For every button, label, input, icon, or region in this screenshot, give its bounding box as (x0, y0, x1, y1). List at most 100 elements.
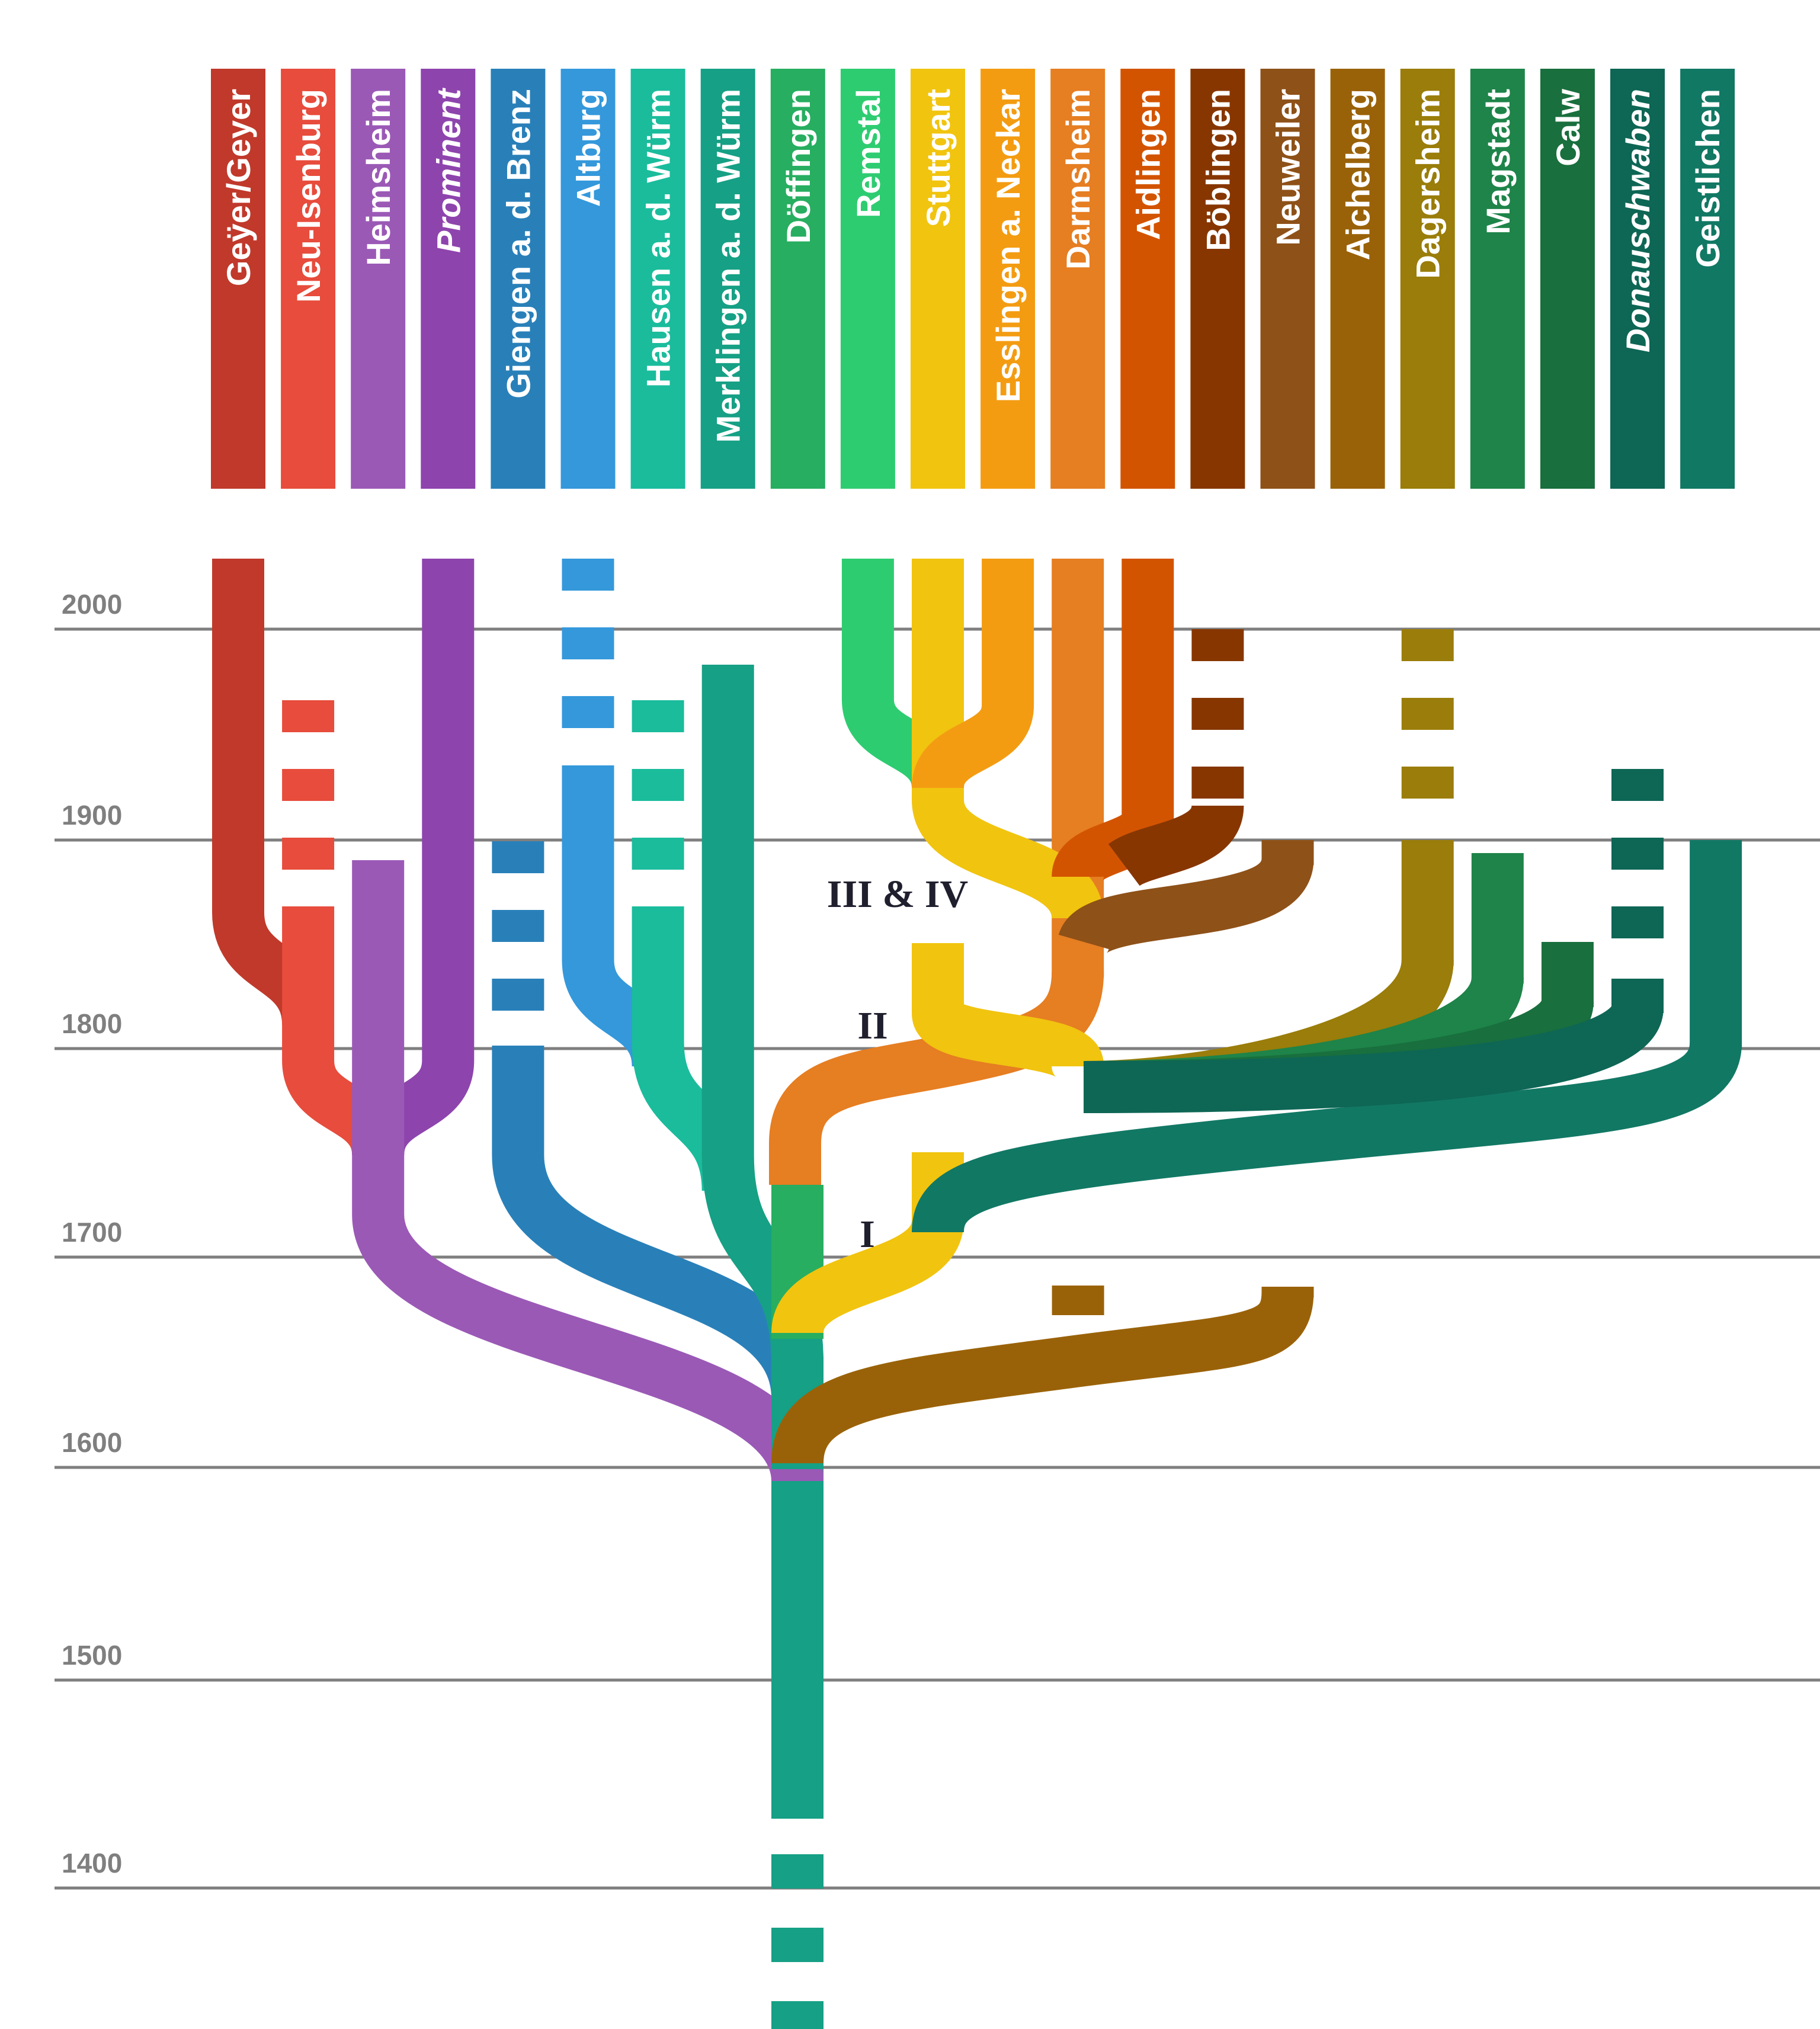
branch-stem (701, 665, 754, 1155)
branch-stem (1108, 803, 1244, 887)
branch-header-bar (421, 69, 476, 489)
branch-header-bar (1330, 69, 1385, 489)
branch-header: Neuweiler (1260, 69, 1315, 489)
branch-stem (632, 906, 684, 1043)
branch-header-label: Prominent (430, 88, 467, 253)
year-label: 1400 (62, 1848, 122, 1879)
branch-header-label: Calw (1549, 89, 1587, 166)
branch-stem (352, 860, 405, 1214)
branch-dash (492, 979, 544, 1011)
branch-header: Aichelberg (1330, 69, 1385, 489)
branch-header: Döffingen (770, 69, 825, 489)
branch-dash (1401, 698, 1454, 730)
generation-labels: III & IV II I (827, 873, 968, 1256)
branch-stem (1122, 559, 1174, 818)
branch-header-bar (1050, 69, 1106, 489)
branch-header-label: Aichelberg (1340, 89, 1377, 260)
branch-dash (282, 700, 335, 732)
branch-dash (771, 2001, 824, 2029)
branch-dash (562, 696, 614, 728)
branch-header: Esslingen a. Neckar (981, 69, 1036, 489)
branch-stem (771, 1290, 1314, 1465)
year-label: 1600 (62, 1427, 122, 1458)
branch-header: Geÿer/Geyer (211, 69, 265, 489)
branch-stems (212, 559, 1742, 2029)
branch-header: Altburg (560, 69, 616, 489)
branch-header-bar (491, 69, 546, 489)
branch-header-label: Merklingen a. d. Würm (710, 89, 747, 443)
branch-header-bar (281, 69, 336, 489)
branch-stem (912, 797, 1104, 921)
branch-header-bar (770, 69, 825, 489)
branch-stem (912, 1000, 1104, 1079)
branch-header-bar (1610, 69, 1665, 489)
branch-header-bar (1260, 69, 1315, 489)
year-label: 1900 (62, 800, 122, 831)
year-label: 1700 (62, 1217, 122, 1248)
branch-stem (562, 765, 614, 960)
year-label: 1500 (62, 1640, 122, 1671)
branch-header: Prominent (421, 69, 476, 489)
branch-stem (1058, 855, 1314, 956)
branch-header-bar (560, 69, 616, 489)
year-label: 2000 (62, 589, 122, 620)
branch-header: Darmsheim (1050, 69, 1106, 489)
branch-header: Geistlichen (1680, 69, 1735, 489)
branch-stem (771, 1217, 964, 1336)
branch-header-label: Magstadt (1479, 89, 1517, 235)
branch-header-label: Stuttgart (919, 89, 957, 227)
branch-header: Merklingen a. d. Würm (700, 69, 755, 489)
branch-dash (1611, 769, 1664, 801)
branch-dash (562, 559, 614, 591)
branch-dash (1191, 698, 1244, 730)
branch-header-bar (630, 69, 685, 489)
branch-header-label: Neu-Isenburg (290, 89, 327, 303)
branch-header: Heimsheim (351, 69, 406, 489)
branch-stem (422, 559, 475, 1060)
branch-dash (492, 910, 544, 942)
branch-header-bar (1680, 69, 1735, 489)
branch-header-bar (1120, 69, 1175, 489)
branch-header-bar (981, 69, 1036, 489)
branch-dash (1191, 629, 1244, 661)
branch-stem (912, 1041, 1742, 1234)
branch-dash (771, 1928, 824, 1962)
year-label: 1800 (62, 1008, 122, 1039)
branch-header-label: Esslingen a. Neckar (989, 89, 1027, 402)
branch-dash (1611, 838, 1664, 870)
branch-header-label: Neuweiler (1270, 89, 1307, 246)
branch-dash (282, 769, 335, 801)
branch-header-bar (700, 69, 755, 489)
branch-dash (1401, 767, 1454, 799)
branch-header-label: Remstal (850, 89, 887, 218)
branch-header-label: Geistlichen (1689, 89, 1726, 268)
branch-stem (1690, 840, 1742, 1049)
branch-header-label: Geÿer/Geyer (220, 89, 257, 286)
branch-stem (1471, 853, 1524, 983)
branch-header-label: Darmsheim (1059, 89, 1097, 270)
branch-header: Magstadt (1470, 69, 1525, 489)
branch-header-label: Böblingen (1199, 89, 1236, 251)
branch-stem (1261, 1287, 1314, 1297)
branch-dash (1611, 906, 1664, 938)
branch-header-label: Heimsheim (360, 89, 397, 266)
branch-stem (769, 970, 1104, 1185)
branch-stem (1084, 1003, 1664, 1113)
branch-stem (841, 559, 894, 699)
branch-header: Giengen a. d. Brenz (491, 69, 546, 489)
branch-header: Böblingen (1190, 69, 1245, 489)
branch-header-label: Dagersheim (1409, 89, 1447, 279)
branch-header: Hausen a. d. Würm (630, 69, 685, 489)
branch-header-bar (911, 69, 965, 489)
branch-dash (492, 841, 544, 873)
branch-header: Donauschwaben (1610, 69, 1665, 489)
branch-header-bar (840, 69, 895, 489)
branch-dash (771, 1854, 824, 1889)
branch-stem (1541, 942, 1594, 1007)
branch-stem (912, 943, 964, 1013)
branch-header: Dagersheim (1400, 69, 1455, 489)
branch-dash (632, 769, 684, 801)
branch-header: Stuttgart (911, 69, 965, 489)
branch-header-label: Aidlingen (1129, 89, 1167, 240)
